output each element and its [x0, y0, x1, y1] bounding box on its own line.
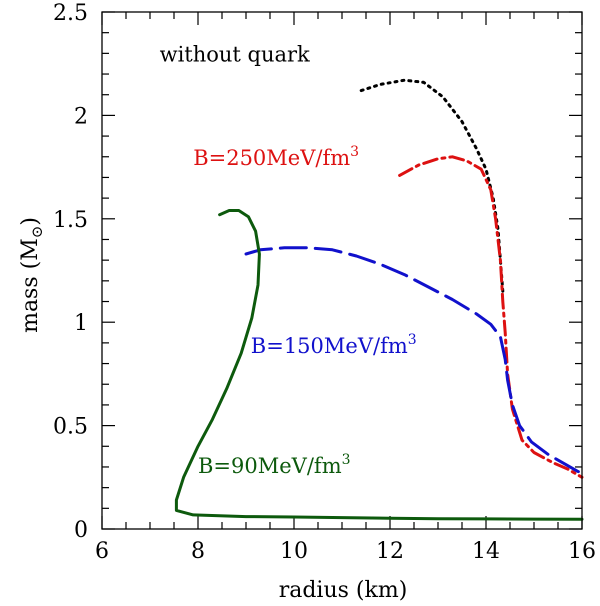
x-tick-label: 10: [280, 539, 308, 564]
curve-annotation: B=150MeV/fm3: [251, 332, 417, 358]
y-tick-label: 2.5: [53, 1, 88, 26]
y-tick-label: 1: [74, 311, 88, 336]
series-line: [244, 246, 584, 475]
annotations: without quark B=250MeV/fm3 B=150MeV/fm3 B=9…: [160, 43, 417, 479]
series-line: [174, 209, 584, 521]
x-tick-label: 6: [95, 539, 109, 564]
curve-annotation: B=90MeV/fm3: [198, 452, 351, 478]
y-tick-label: 0.5: [53, 415, 88, 440]
y-tick-label: 0: [74, 518, 88, 543]
x-axis-label: radius (km): [279, 578, 408, 603]
curve-annotation: B=250MeV/fm3: [193, 144, 359, 170]
y-axis-label-close: ): [18, 217, 43, 226]
y-tick-label: 2: [74, 104, 88, 129]
x-tick-label: 16: [568, 539, 596, 564]
axis-ticks: [101, 11, 583, 530]
curve-annotation: without quark: [160, 43, 310, 67]
x-tick-label: 8: [191, 539, 205, 564]
series-line: [398, 155, 584, 479]
y-axis-label-main: mass (M: [18, 238, 43, 333]
plot-frame: [101, 11, 583, 530]
y-tick-label: 1.5: [53, 208, 88, 233]
x-tick-label: 12: [376, 539, 404, 564]
x-tick-label: 14: [472, 539, 500, 564]
tick-labels: 6 8 10 12 14 16 0 0.5 1 1.5 2 2.5: [53, 1, 596, 564]
y-axis-label-sub: ⊙: [28, 226, 46, 239]
y-axis-label: mass (M⊙): [18, 217, 46, 333]
series-layer: [174, 78, 584, 521]
